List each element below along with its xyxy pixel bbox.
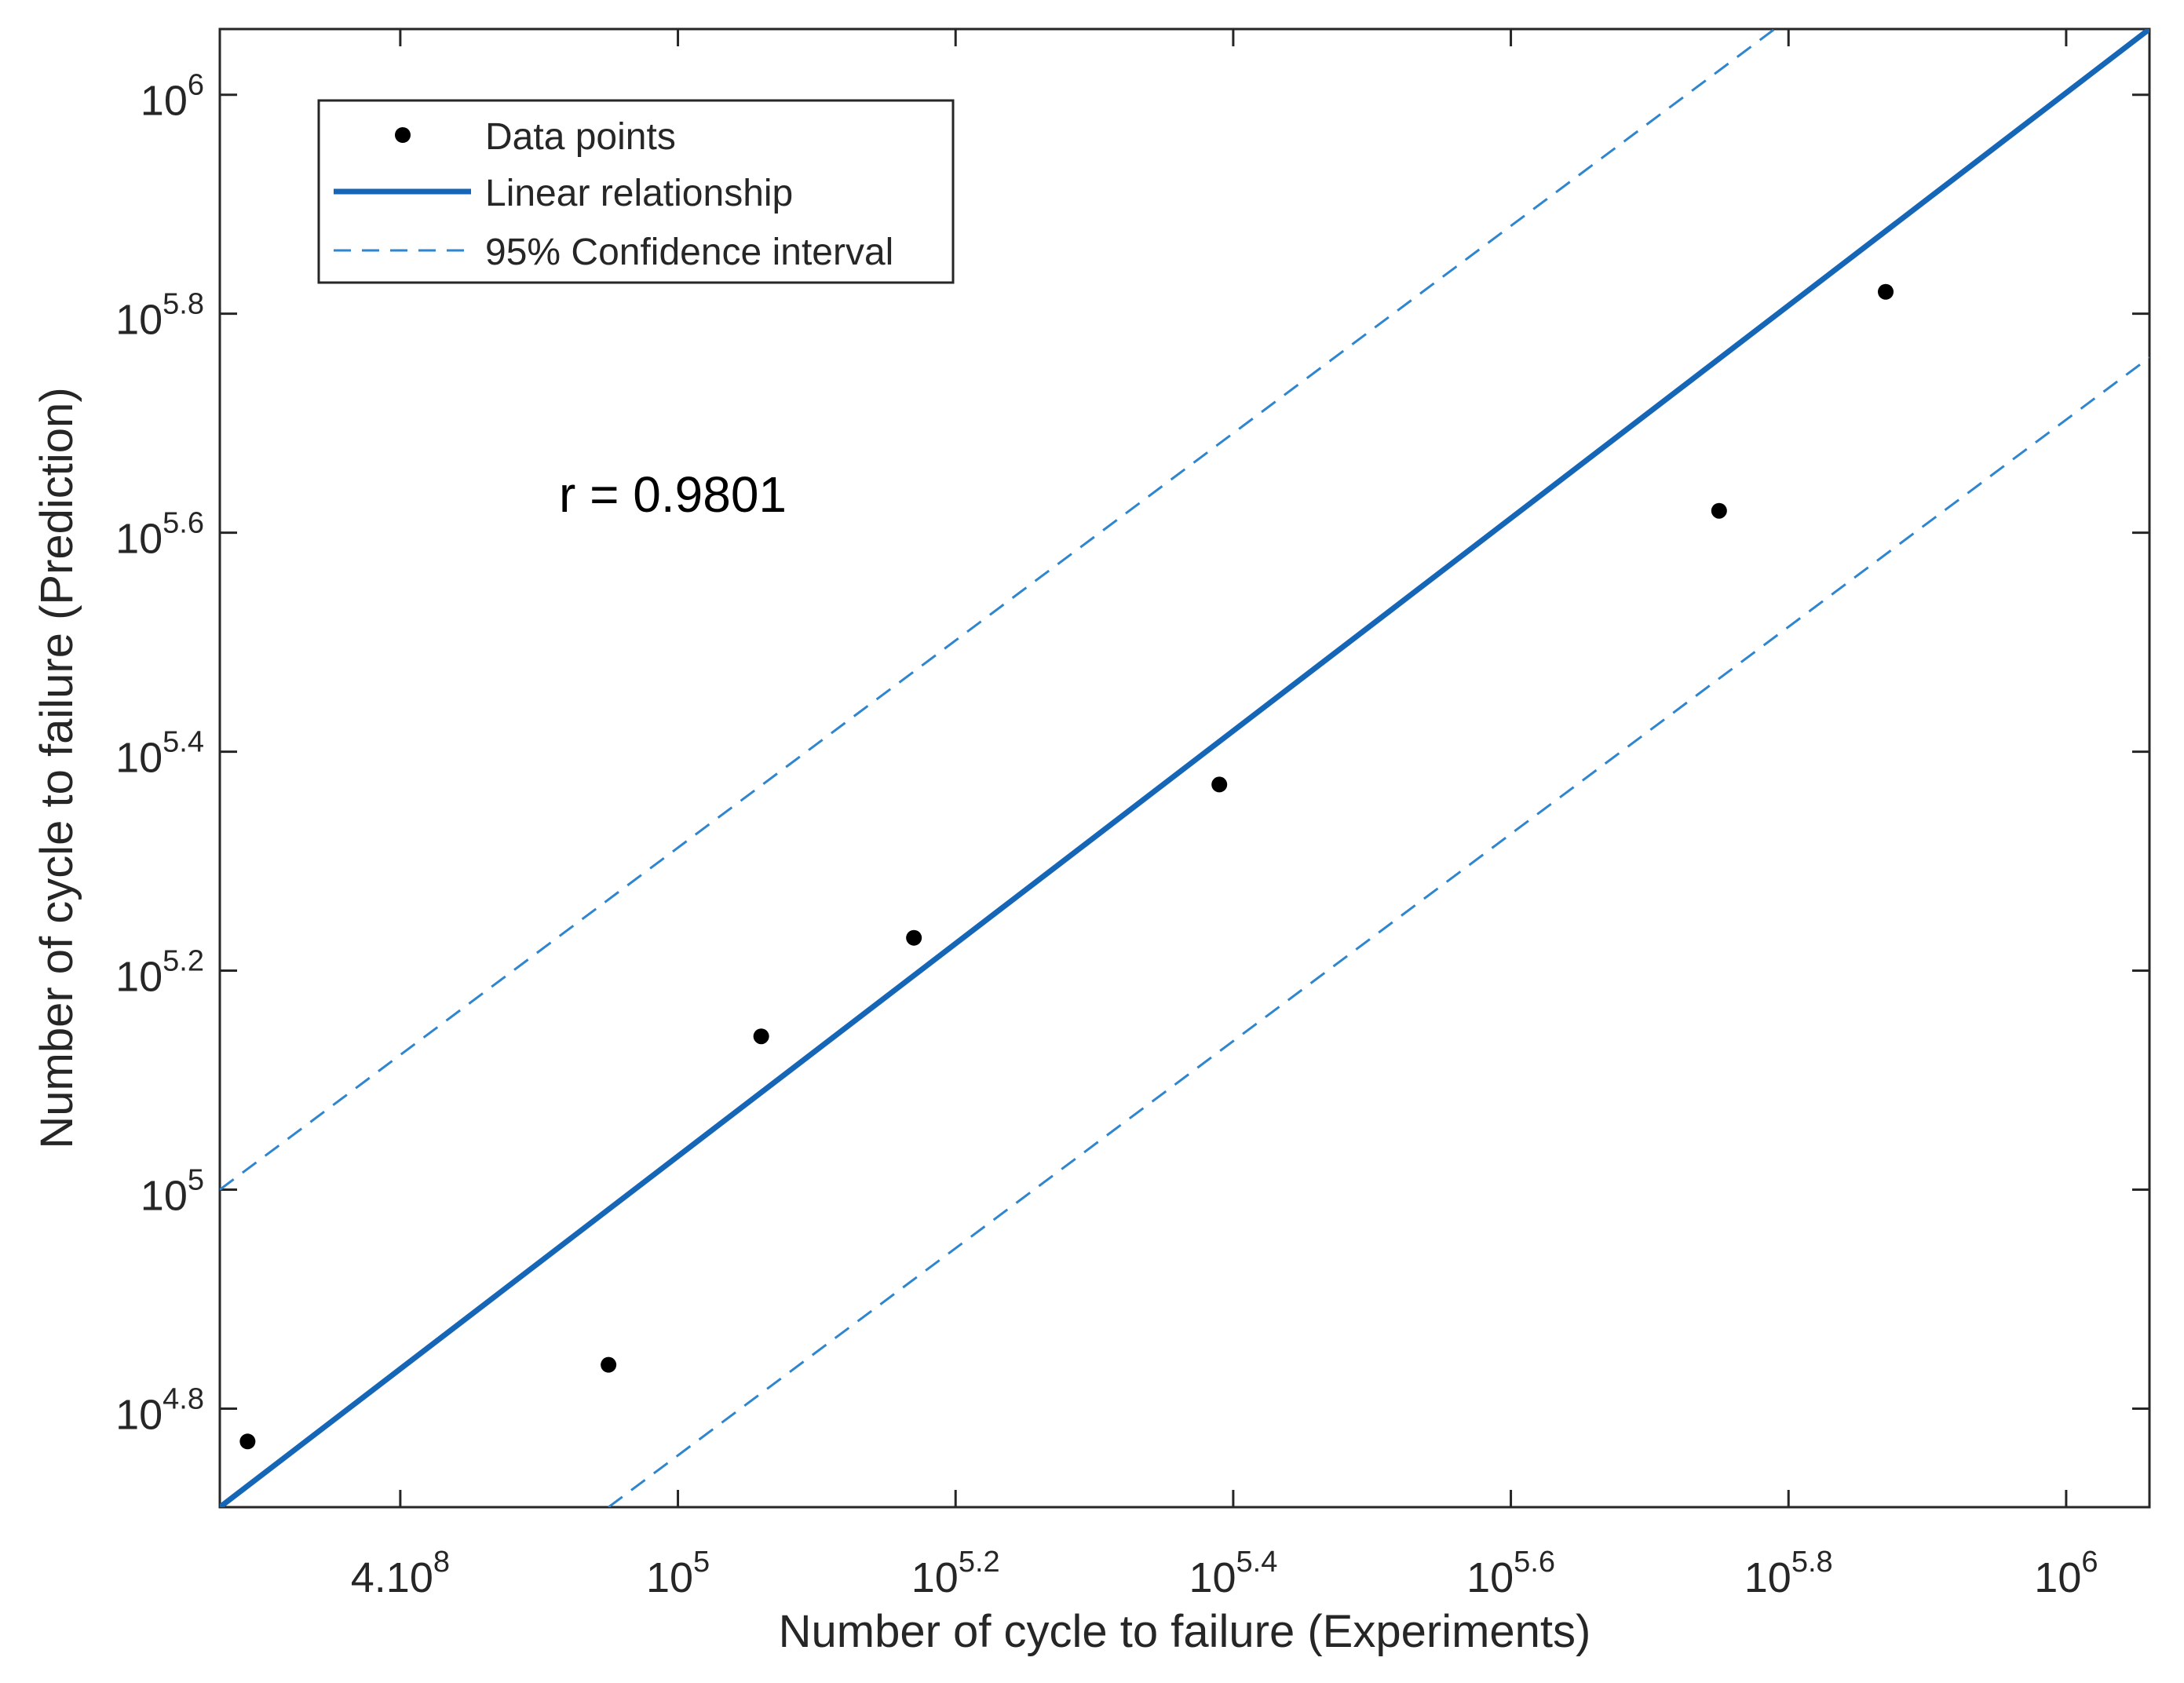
x-tick-label: 105.4 bbox=[1189, 1546, 1277, 1601]
x-tick-label-exponent: 5.4 bbox=[1236, 1546, 1278, 1579]
y-tick-label: 105 bbox=[141, 1164, 204, 1220]
x-tick-label: 105.8 bbox=[1744, 1546, 1833, 1601]
y-tick-label: 106 bbox=[141, 69, 204, 125]
x-tick-label-exponent: 5.2 bbox=[959, 1546, 1000, 1579]
x-axis-ticks: 4.108 105 105.2 105.4 105.6 105.8 106 bbox=[351, 29, 2098, 1601]
data-point bbox=[601, 1356, 617, 1373]
x-tick-label: 4.108 bbox=[351, 1546, 450, 1601]
confidence-interval-lower-line bbox=[608, 356, 2149, 1507]
x-axis-label: Number of cycle to failure (Experiments) bbox=[779, 1606, 1591, 1657]
data-point bbox=[1211, 776, 1228, 793]
y-tick-label-exponent: 6 bbox=[188, 69, 204, 102]
y-tick-label: 105.4 bbox=[115, 726, 204, 782]
legend-label-linear-relationship: Linear relationship bbox=[485, 173, 793, 214]
x-tick-label-exponent: 6 bbox=[2081, 1546, 2098, 1579]
confidence-interval-upper-line bbox=[220, 29, 1776, 1191]
y-tick-label-base: 10 bbox=[115, 297, 163, 344]
y-tick-label-base: 10 bbox=[115, 735, 163, 782]
y-tick-label-exponent: 4.8 bbox=[163, 1382, 204, 1415]
x-tick-label: 105.6 bbox=[1466, 1546, 1555, 1601]
x-tick-label-base: 10 bbox=[1466, 1554, 1514, 1601]
x-tick-label-base: 10 bbox=[911, 1554, 959, 1601]
y-tick-label: 105.8 bbox=[115, 288, 204, 344]
x-tick-label-exponent: 5.6 bbox=[1514, 1546, 1555, 1579]
x-tick-label-exponent: 8 bbox=[433, 1546, 450, 1579]
x-tick-label-exponent: 5 bbox=[693, 1546, 710, 1579]
y-tick-label-base: 10 bbox=[115, 954, 163, 1001]
y-axis-label: Number of cycle to failure (Prediction) bbox=[31, 387, 82, 1148]
x-tick-label-base: 4.10 bbox=[351, 1554, 433, 1601]
x-tick-label-base: 10 bbox=[2034, 1554, 2081, 1601]
y-tick-label: 105.6 bbox=[115, 507, 204, 563]
data-point bbox=[1878, 283, 1894, 300]
legend: Data points Linear relationship 95% Conf… bbox=[317, 99, 955, 284]
x-tick-label: 106 bbox=[2034, 1546, 2098, 1601]
legend-label-data-points: Data points bbox=[485, 116, 676, 158]
y-tick-label-exponent: 5.6 bbox=[163, 507, 204, 540]
x-tick-label-exponent: 5.8 bbox=[1791, 1546, 1833, 1579]
data-point bbox=[753, 1028, 769, 1045]
series-layer bbox=[220, 29, 2149, 1507]
y-tick-label-base: 10 bbox=[115, 516, 163, 563]
x-tick-label: 105 bbox=[646, 1546, 710, 1601]
y-tick-label-base: 10 bbox=[115, 1391, 163, 1438]
y-tick-label-base: 10 bbox=[141, 1173, 188, 1220]
y-tick-label-exponent: 5.4 bbox=[163, 726, 204, 759]
x-tick-label-base: 10 bbox=[646, 1554, 693, 1601]
x-tick-label-base: 10 bbox=[1744, 1554, 1791, 1601]
correlation-annotation: r = 0.9801 bbox=[559, 466, 787, 523]
y-tick-label: 104.8 bbox=[115, 1382, 204, 1438]
data-point bbox=[1711, 502, 1727, 519]
linear-relationship-line bbox=[220, 29, 2149, 1507]
y-tick-label: 105.2 bbox=[115, 945, 204, 1001]
data-point bbox=[906, 929, 922, 946]
data-point bbox=[239, 1433, 256, 1450]
y-tick-label-exponent: 5.2 bbox=[163, 945, 204, 978]
x-tick-label-base: 10 bbox=[1189, 1554, 1236, 1601]
y-tick-label-exponent: 5 bbox=[188, 1164, 204, 1197]
legend-marker-data-points bbox=[395, 127, 411, 143]
x-tick-label: 105.2 bbox=[911, 1546, 1000, 1601]
y-tick-label-exponent: 5.8 bbox=[163, 288, 204, 321]
legend-label-confidence-interval: 95% Confidence interval bbox=[485, 232, 893, 273]
y-tick-label-base: 10 bbox=[141, 78, 188, 125]
